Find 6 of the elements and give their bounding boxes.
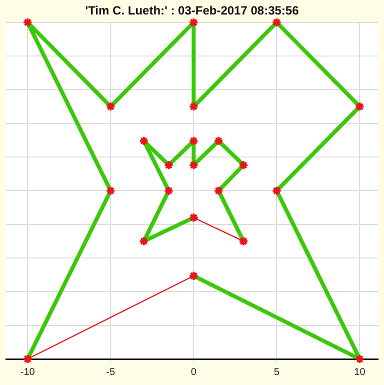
x-tick-label: 0 (190, 366, 197, 378)
x-tick-label: 10 (354, 366, 366, 378)
x-tick-label: -10 (20, 366, 36, 378)
x-tick-label: -5 (106, 366, 116, 378)
chart-title: 'Tim C. Lueth:' : 03-Feb-2017 08:35:56 (85, 4, 300, 18)
x-tick-label: 5 (274, 366, 280, 378)
